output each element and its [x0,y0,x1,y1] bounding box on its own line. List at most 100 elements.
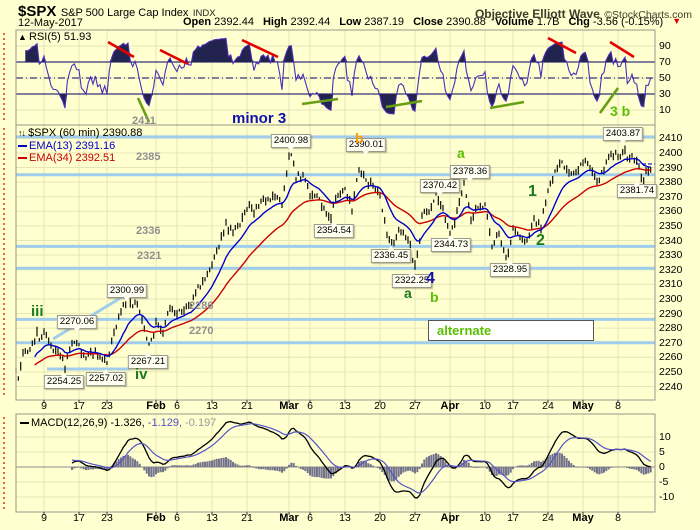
callout-pointer-icon [288,147,294,151]
quote-field-low: Low 2387.19 [339,16,405,28]
change-down-triangle-icon: ▼ [672,16,682,26]
x-tick-label: 17 [73,512,85,524]
callout-pointer-icon [409,271,415,275]
quote-field-open: Open 2392.44 [183,16,254,28]
rsi-axis-label: 10 [659,104,671,116]
macd-swatch-icon [20,422,29,425]
price-axis-label: 2280 [659,322,683,335]
area-icon: ▲ [18,32,27,42]
quote-field-volume: Volume 1.7B [494,16,560,28]
macd-axis-label: 10 [659,431,671,443]
price-callout: 2270.06 [56,315,98,332]
updown-arrows-icon: ↑↓ [18,128,26,138]
x-tick-label: 20 [374,400,386,412]
price-callout: 2403.87 [602,127,644,144]
ema34-swatch-icon [18,157,27,160]
elliott-wave-label: iv [135,366,148,383]
callout-pointer-icon [74,328,80,332]
callout-pointer-icon [124,297,130,301]
x-tick-label: 20 [374,512,386,524]
x-tick-label: 9 [41,400,47,412]
callout-pointer-icon [388,246,394,250]
pivot-level-label: 2270 [189,325,214,337]
symbol: $SPX [18,3,57,20]
rsi-axis-label: 90 [659,40,671,52]
price-axis-label: 2340 [659,234,683,247]
price-axis-label: 2240 [659,380,683,393]
macd-value-2: -1.129, [147,417,183,429]
quote-fields: Open 2392.44 High 2392.44 Low 2387.19 Close… [183,16,681,28]
x-tick-label: 17 [507,400,519,412]
elliott-wave-label: a [457,145,465,161]
ema13-label: EMA(13) 2391.16 [29,140,116,152]
price-axis-label: 2360 [659,205,683,218]
alternate-label: alternate [437,323,492,338]
copyright: ©StockCharts.com [604,9,692,21]
x-tick-label: 17 [507,512,519,524]
elliott-wave-label: iii [31,303,44,320]
elliott-wave-label: 4 [426,270,435,287]
price-callout: 2344.73 [430,235,472,252]
price-axis-label: 2410 [659,132,683,145]
rsi-legend-text: RSI(5) 51.93 [28,31,92,43]
price-callout: 2336.45 [370,246,412,263]
main-legend: ↑↓ $SPX (60 min) 2390.88 [18,127,142,139]
x-tick-label: 6 [174,512,180,524]
price-callout: 2267.21 [127,352,169,369]
pivot-level-label: 2286 [189,300,214,312]
callout-pointer-icon [61,372,67,376]
price-callout: 2328.95 [489,260,531,277]
callout-pointer-icon [634,181,640,185]
price-callout: 2370.42 [419,179,461,196]
macd-axis-label: -10 [659,491,675,503]
x-tick-label: 10 [479,512,491,524]
callout-pointer-icon [467,178,473,182]
pivot-level-label: 2321 [137,250,162,262]
x-tick-label: Feb [146,400,166,412]
elliott-wave-label: b [355,130,364,146]
price-axis-label: 2300 [659,292,683,305]
price-axis-label: 2370 [659,190,683,203]
x-tick-label: 8 [615,400,621,412]
rsi-axis-label: 30 [659,88,671,100]
pivot-level-label: 2385 [136,151,161,163]
quote-field-close: Close 2390.88 [413,16,486,28]
ema13-legend: EMA(13) 2391.16 [18,140,115,152]
elliott-wave-label: 2 [536,232,545,249]
price-axis-label: 2380 [659,176,683,189]
rsi-axis-label: 50 [659,72,671,84]
callout-pointer-icon [437,192,443,196]
x-tick-label: 21 [241,400,253,412]
macd-axis-label: -5 [659,476,669,488]
x-tick-label: 13 [339,400,351,412]
price-callout: 2300.99 [106,284,148,301]
price-axis-label: 2270 [659,336,683,349]
alternate-annotation-box: alternate [428,320,594,341]
price-callout: 2378.36 [449,165,491,182]
ema13-swatch-icon [18,145,27,148]
x-tick-label: 9 [41,512,47,524]
x-tick-label: 17 [73,400,85,412]
x-tick-label: 27 [409,512,421,524]
ema34-label: EMA(34) 2392.51 [29,152,116,164]
callout-pointer-icon [331,221,337,225]
price-callout: 2254.25 [43,372,85,389]
x-tick-label: May [572,400,594,412]
x-tick-label: 24 [542,512,554,524]
callout-pointer-icon [507,260,513,264]
price-callout: 2390.01 [345,138,387,155]
macd-axis-label: 5 [659,446,665,458]
x-tick-label: 8 [615,512,621,524]
x-tick-label: 13 [339,512,351,524]
macd-axis-label: 0 [659,461,665,473]
x-tick-label: 13 [206,400,218,412]
header-row1: $SPX S&P 500 Large Cap Index INDX [18,3,216,21]
x-tick-label: Mar [279,512,299,524]
callout-pointer-icon [620,140,626,144]
x-tick-label: 6 [307,400,313,412]
rsi-axis-label: 70 [659,56,671,68]
x-tick-label: 6 [174,400,180,412]
elliott-wave-label: 1 [528,183,537,200]
symbol-exchange: INDX [192,8,216,19]
